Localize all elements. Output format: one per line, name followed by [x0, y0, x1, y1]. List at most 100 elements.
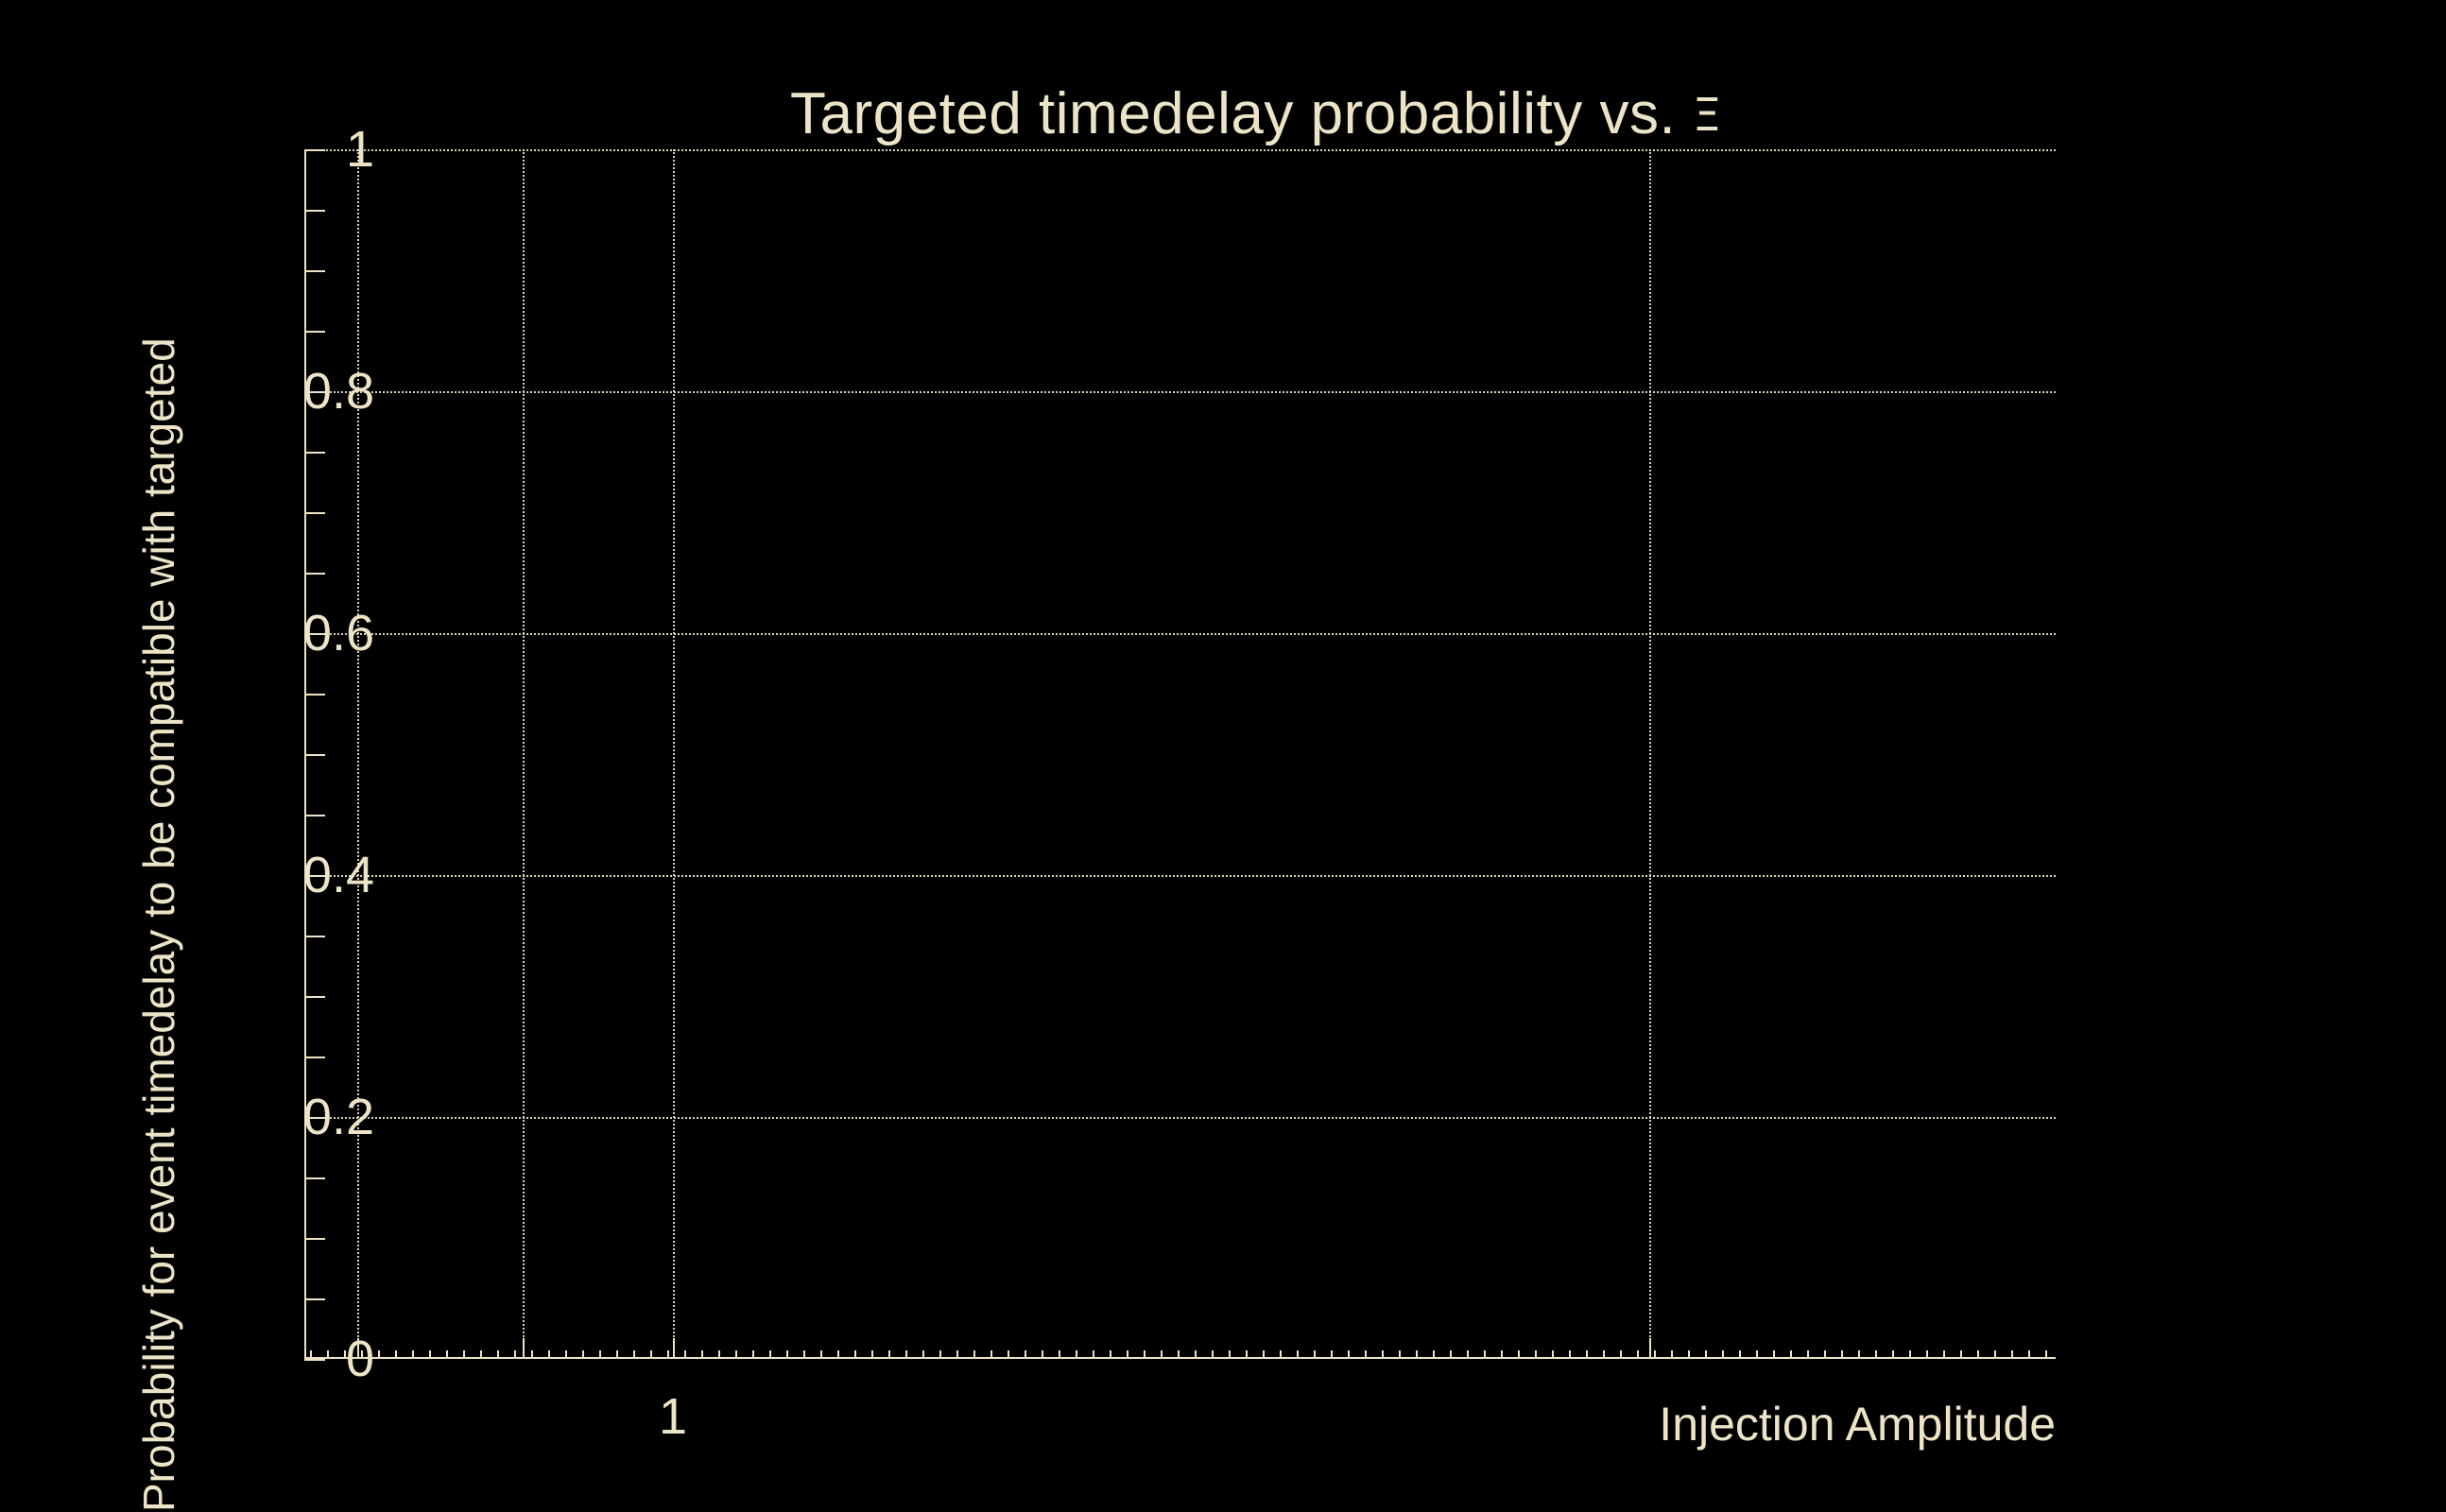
- x-tick-minor: [565, 1350, 567, 1359]
- x-tick-minor: [1059, 1350, 1060, 1359]
- y-tick-minor: [304, 996, 325, 998]
- x-tick-major: [357, 1338, 359, 1359]
- x-tick-minor: [667, 1350, 669, 1359]
- x-tick-minor: [1620, 1350, 1622, 1359]
- x-tick-minor: [1943, 1350, 1945, 1359]
- x-tick-minor: [1331, 1350, 1333, 1359]
- x-tick-minor: [514, 1350, 516, 1359]
- x-tick-label: 1: [658, 1388, 688, 1445]
- x-tick-minor: [956, 1350, 958, 1359]
- x-tick-minor: [1518, 1350, 1520, 1359]
- y-tick-label: 0.4: [302, 847, 374, 903]
- x-tick-minor: [1484, 1350, 1486, 1359]
- x-tick-minor: [1671, 1350, 1673, 1359]
- gridline-horizontal: [304, 391, 2056, 393]
- x-tick-minor: [429, 1350, 431, 1359]
- x-tick-minor: [548, 1350, 550, 1359]
- x-tick-minor: [1654, 1350, 1656, 1359]
- x-tick-minor: [1688, 1350, 1690, 1359]
- gridline-vertical: [357, 149, 359, 1359]
- x-tick-minor: [531, 1350, 533, 1359]
- x-tick-minor: [1195, 1350, 1197, 1359]
- y-tick-minor: [304, 936, 325, 937]
- x-tick-minor: [1756, 1350, 1758, 1359]
- x-axis-line: [304, 1357, 2056, 1359]
- x-tick-minor: [378, 1350, 380, 1359]
- gridline-vertical: [673, 149, 675, 1359]
- x-tick-minor: [1229, 1350, 1231, 1359]
- x-tick-minor: [752, 1350, 754, 1359]
- x-tick-minor: [412, 1350, 414, 1359]
- x-tick-minor: [1960, 1350, 1962, 1359]
- gridline-vertical: [523, 149, 525, 1359]
- x-tick-minor: [1909, 1350, 1911, 1359]
- x-tick-minor: [1110, 1350, 1111, 1359]
- x-tick-minor: [1297, 1350, 1299, 1359]
- x-tick-minor: [1008, 1350, 1009, 1359]
- x-tick-minor: [1399, 1350, 1401, 1359]
- x-tick-minor: [1501, 1350, 1503, 1359]
- x-tick-minor: [1280, 1350, 1282, 1359]
- x-tick-minor: [497, 1350, 499, 1359]
- x-tick-minor: [871, 1350, 873, 1359]
- y-tick-minor: [304, 754, 325, 756]
- gridline-horizontal: [304, 875, 2056, 877]
- y-tick-label: 0.6: [302, 605, 374, 662]
- x-tick-minor: [1586, 1350, 1588, 1359]
- x-tick-minor: [888, 1350, 890, 1359]
- x-tick-minor: [1790, 1350, 1792, 1359]
- x-tick-minor: [922, 1350, 924, 1359]
- x-tick-minor: [990, 1350, 992, 1359]
- gridline-horizontal: [304, 149, 2056, 151]
- chart-title-text: Targeted timedelay probability vs.: [790, 81, 1693, 146]
- y-tick-label: 0.8: [302, 363, 374, 420]
- x-tick-minor: [1212, 1350, 1214, 1359]
- x-tick-minor: [2011, 1350, 2013, 1359]
- x-tick-minor: [1824, 1350, 1826, 1359]
- y-tick-major: [304, 1117, 325, 1119]
- x-tick-minor: [395, 1350, 397, 1359]
- x-tick-major: [673, 1338, 675, 1359]
- x-axis-title: Injection Amplitude: [1659, 1398, 2056, 1451]
- x-tick-minor: [1127, 1350, 1128, 1359]
- y-tick-minor: [304, 1057, 325, 1058]
- x-tick-minor: [327, 1350, 329, 1359]
- y-tick-minor: [304, 694, 325, 696]
- x-tick-minor: [1093, 1350, 1094, 1359]
- chart-title: Targeted timedelay probability vs. Ξ: [0, 9, 2446, 220]
- x-tick-minor: [1246, 1350, 1248, 1359]
- x-tick-minor: [1348, 1350, 1350, 1359]
- x-tick-minor: [1433, 1350, 1435, 1359]
- x-tick-minor: [361, 1350, 363, 1359]
- x-tick-minor: [1807, 1350, 1809, 1359]
- x-tick-minor: [1739, 1350, 1741, 1359]
- gridline-horizontal: [304, 1117, 2056, 1119]
- x-tick-minor: [1042, 1350, 1043, 1359]
- x-tick-minor: [1892, 1350, 1894, 1359]
- x-tick-minor: [1535, 1350, 1537, 1359]
- y-tick-minor: [304, 1298, 325, 1300]
- x-tick-minor: [582, 1350, 584, 1359]
- y-tick-minor: [304, 512, 325, 514]
- x-tick-minor: [344, 1350, 346, 1359]
- x-tick-minor: [1382, 1350, 1384, 1359]
- x-tick-minor: [1773, 1350, 1775, 1359]
- x-tick-minor: [684, 1350, 686, 1359]
- y-tick-minor: [304, 1177, 325, 1179]
- x-tick-minor: [820, 1350, 822, 1359]
- x-tick-minor: [1263, 1350, 1265, 1359]
- x-tick-minor: [650, 1350, 652, 1359]
- x-tick-minor: [1467, 1350, 1469, 1359]
- y-tick-minor: [304, 815, 325, 816]
- gridline-horizontal: [304, 633, 2056, 635]
- x-tick-minor: [1977, 1350, 1979, 1359]
- x-tick-minor: [1314, 1350, 1316, 1359]
- x-tick-minor: [1552, 1350, 1554, 1359]
- x-tick-minor: [446, 1350, 448, 1359]
- y-tick-major: [304, 633, 325, 635]
- x-tick-minor: [837, 1350, 839, 1359]
- y-tick-minor: [304, 210, 325, 212]
- x-tick-minor: [973, 1350, 975, 1359]
- x-tick-minor: [480, 1350, 482, 1359]
